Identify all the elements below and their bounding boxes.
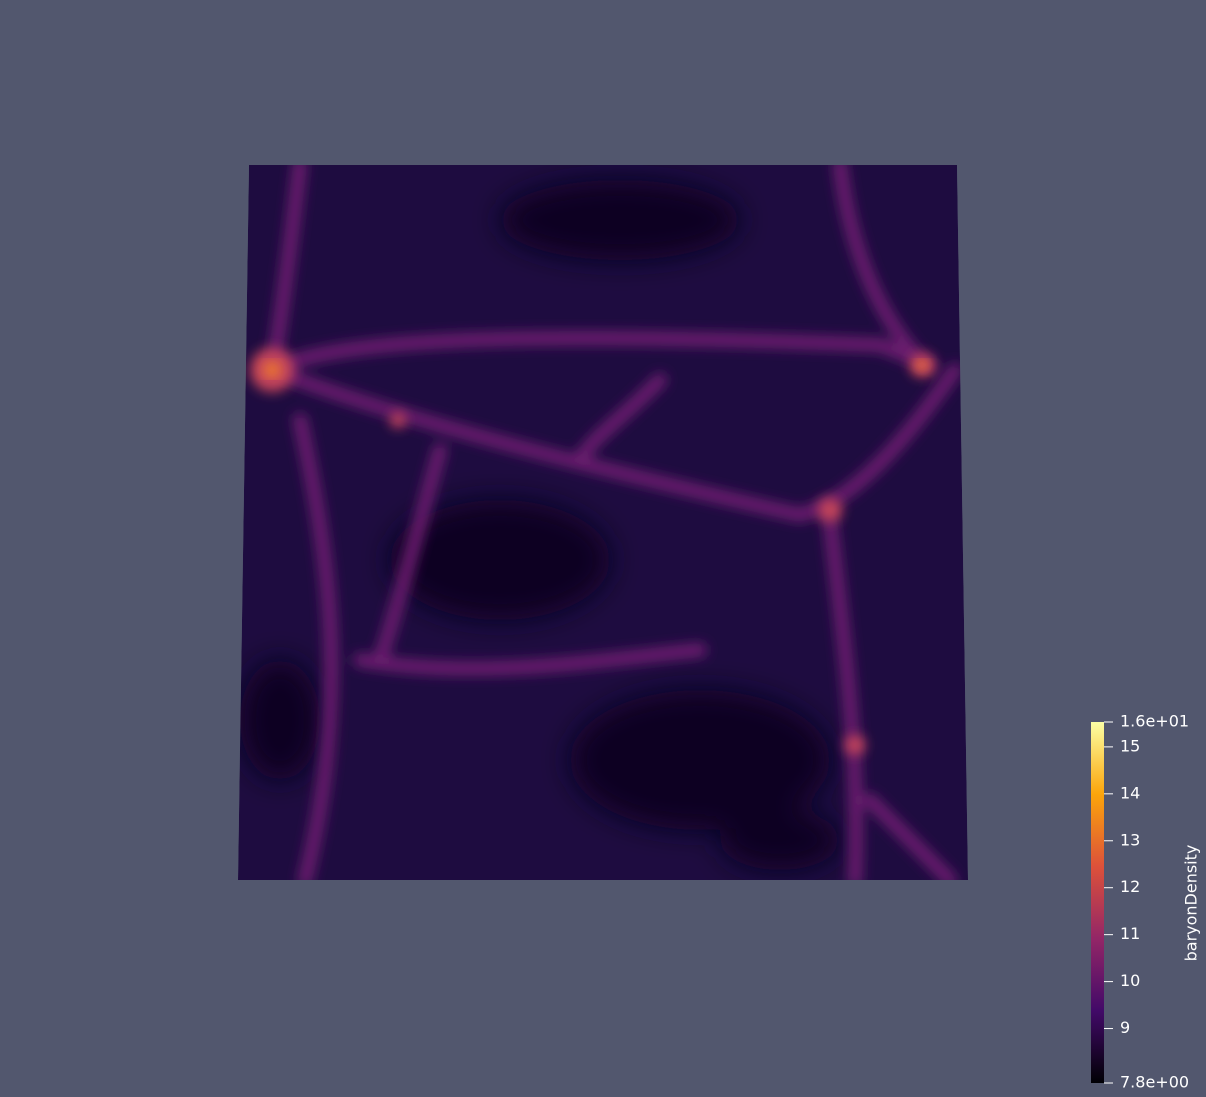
colorbar-tick-label: 11 [1120,924,1140,943]
colorbar-tick-label: 12 [1120,877,1140,896]
colorbar-title: baryonDensity [1182,845,1201,962]
colorbar-tick-label: 15 [1120,736,1140,755]
colorbar-tick-label: 9 [1120,1018,1130,1037]
density-slice [238,165,968,880]
colorbar-tick-label: 10 [1120,971,1140,990]
colorbar-tick-label: 7.8e+00 [1120,1073,1189,1092]
colorbar [1091,722,1104,1083]
colorbar-tick-label: 1.6e+01 [1120,712,1189,731]
colorbar-tick-label: 14 [1120,783,1140,802]
colorbar-tick-label: 13 [1120,830,1140,849]
